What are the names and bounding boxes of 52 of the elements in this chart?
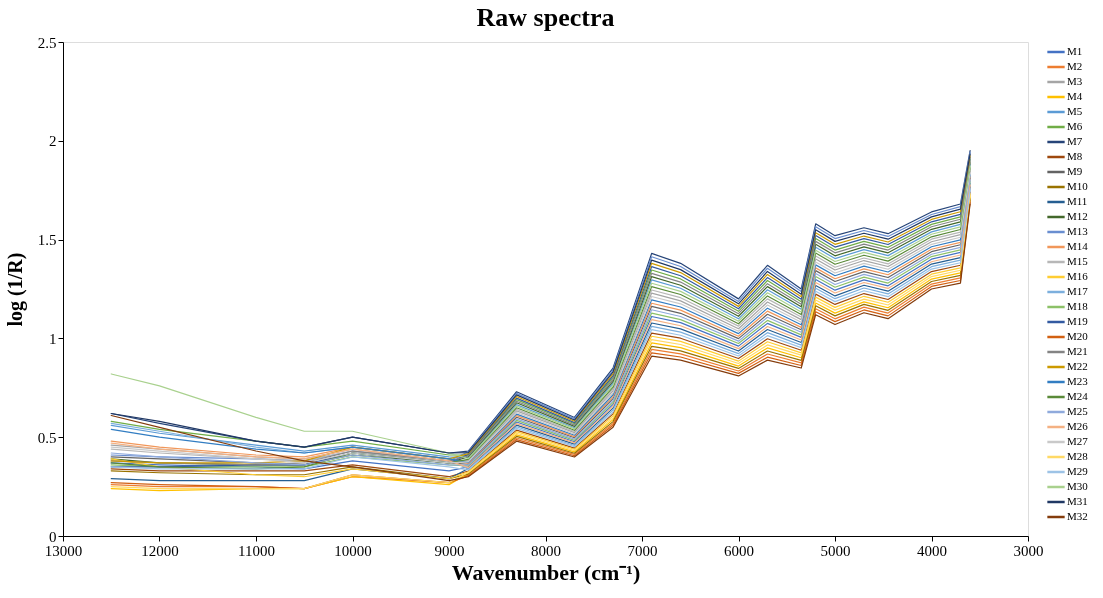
legend-label: M16 xyxy=(1067,270,1089,282)
legend-label: M12 xyxy=(1067,210,1088,222)
x-tick-label: 11000 xyxy=(238,542,275,559)
legend-label: M24 xyxy=(1067,390,1089,402)
legend-label: M15 xyxy=(1067,255,1089,267)
y-tick-label: 1.5 xyxy=(37,232,57,249)
x-tick-label: 6000 xyxy=(724,542,754,559)
legend-label: M27 xyxy=(1067,435,1089,447)
legend-label: M14 xyxy=(1067,240,1089,252)
x-tick-label: 9000 xyxy=(434,542,465,559)
legend-label: M8 xyxy=(1067,150,1083,162)
legend-label: M10 xyxy=(1067,180,1089,192)
x-tick-label: 12000 xyxy=(141,542,179,559)
legend-label: M31 xyxy=(1067,495,1088,507)
legend-label: M13 xyxy=(1067,225,1089,237)
legend-label: M17 xyxy=(1067,285,1089,297)
y-tick-label: 0 xyxy=(49,528,57,545)
y-tick-label: 1 xyxy=(49,330,57,347)
x-axis-title: Wavenumber (cm⁻¹) xyxy=(451,559,641,585)
legend-label: M30 xyxy=(1067,480,1089,492)
legend-label: M28 xyxy=(1067,450,1089,462)
legend-label: M32 xyxy=(1067,510,1088,522)
x-tick-label: 4000 xyxy=(917,542,947,559)
y-tick-label: 2 xyxy=(49,133,57,150)
x-tick-label: 8000 xyxy=(531,542,561,559)
x-tick-label: 5000 xyxy=(820,542,851,559)
x-tick-label: 7000 xyxy=(627,542,658,559)
legend-label: M23 xyxy=(1067,375,1089,387)
legend-label: M5 xyxy=(1067,105,1083,117)
chart-title: Raw spectra xyxy=(476,3,615,32)
legend-label: M2 xyxy=(1067,60,1083,72)
legend-label: M7 xyxy=(1067,135,1083,147)
x-tick-label: 3000 xyxy=(1013,542,1044,559)
legend-label: M19 xyxy=(1067,315,1089,327)
legend-label: M21 xyxy=(1067,345,1088,357)
legend-label: M25 xyxy=(1067,405,1089,417)
y-axis-title: log (1/R) xyxy=(3,252,27,327)
y-tick-label: 0.5 xyxy=(37,429,57,446)
x-tick-label: 13000 xyxy=(44,542,83,559)
legend-label: M18 xyxy=(1067,300,1089,312)
legend-label: M1 xyxy=(1067,45,1083,57)
legend-label: M22 xyxy=(1067,360,1088,372)
x-tick-label: 10000 xyxy=(334,542,372,559)
y-tick-label: 2.5 xyxy=(37,34,57,51)
legend-label: M26 xyxy=(1067,420,1089,432)
legend-label: M9 xyxy=(1067,165,1083,177)
legend-label: M29 xyxy=(1067,465,1089,477)
legend-label: M20 xyxy=(1067,330,1089,342)
legend-label: M3 xyxy=(1067,75,1083,87)
legend-label: M4 xyxy=(1067,90,1083,102)
legend-label: M11 xyxy=(1067,195,1088,207)
legend-label: M6 xyxy=(1067,120,1083,132)
